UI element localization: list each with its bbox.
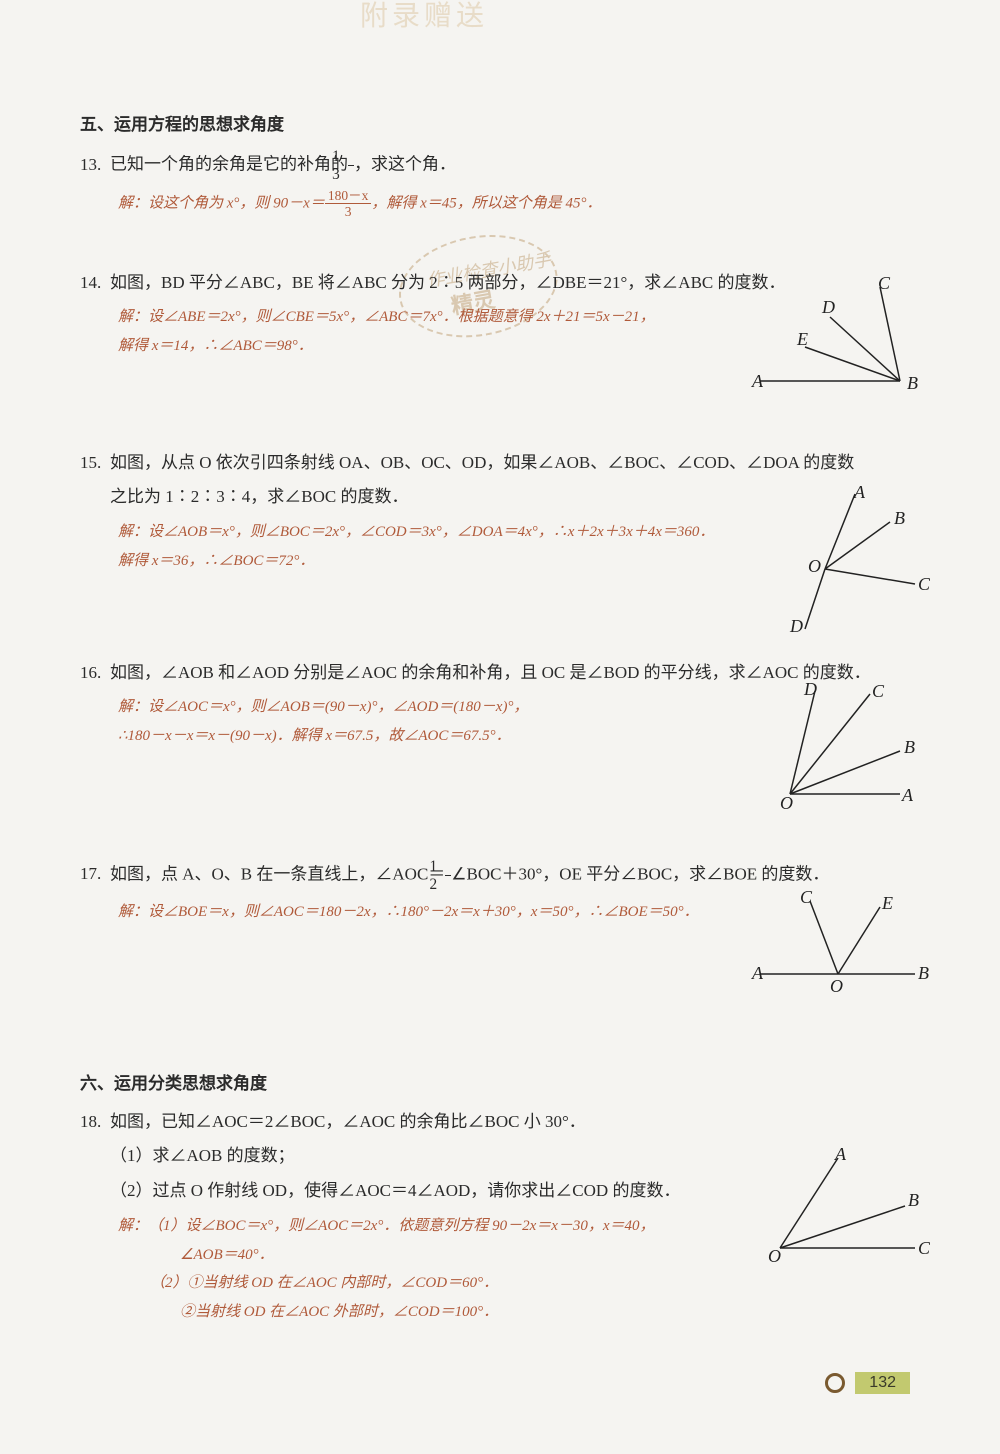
svg-text:E: E bbox=[796, 329, 808, 349]
svg-text:B: B bbox=[894, 508, 905, 528]
svg-text:O: O bbox=[768, 1246, 781, 1266]
worksheet-page: 附录赠送 五、运用方程的思想求角度 13.已知一个角的余角是它的补角的13，求这… bbox=[0, 0, 1000, 1416]
question-text: 13.已知一个角的余角是它的补角的13，求这个角． bbox=[80, 149, 930, 183]
svg-text:B: B bbox=[908, 1190, 919, 1210]
question-text: 15.如图，从点 O 依次引四条射线 OA、OB、OC、OD，如果∠AOB、∠B… bbox=[80, 449, 930, 478]
diagram-17: A B O C E bbox=[750, 889, 930, 999]
svg-text:A: A bbox=[751, 371, 764, 391]
svg-text:O: O bbox=[780, 793, 793, 809]
svg-text:D: D bbox=[789, 616, 803, 634]
question-number: 17. bbox=[80, 860, 110, 889]
svg-text:A: A bbox=[751, 963, 764, 983]
svg-text:O: O bbox=[830, 976, 843, 996]
section-6-heading: 六、运用分类思想求角度 bbox=[80, 1069, 930, 1094]
svg-text:A: A bbox=[853, 484, 866, 502]
question-number: 16. bbox=[80, 659, 110, 688]
problem-13: 13.已知一个角的余角是它的补角的13，求这个角． 解：设这个角为 x°，则 9… bbox=[80, 149, 930, 219]
question-number: 18. bbox=[80, 1108, 110, 1137]
answer-text: 解：设这个角为 x°，则 90－x＝180－x3，解得 x＝45，所以这个角是 … bbox=[80, 189, 930, 219]
svg-text:D: D bbox=[821, 297, 835, 317]
svg-text:C: C bbox=[800, 889, 813, 907]
svg-text:D: D bbox=[803, 679, 817, 699]
diagram-15: O A B C D bbox=[770, 484, 930, 634]
page-number: 132 bbox=[855, 1372, 910, 1394]
problem-18: 18.如图，已知∠AOC＝2∠BOC，∠AOC 的余角比∠BOC 小 30°． … bbox=[80, 1108, 930, 1327]
problem-17: 17.如图，点 A、O、B 在一条直线上，∠AOC＝12∠BOC＋30°，OE … bbox=[80, 859, 930, 1009]
svg-text:O: O bbox=[808, 556, 821, 576]
question-number: 14. bbox=[80, 269, 110, 298]
svg-text:B: B bbox=[918, 963, 929, 983]
question-text: 18.如图，已知∠AOC＝2∠BOC，∠AOC 的余角比∠BOC 小 30°． bbox=[80, 1108, 930, 1137]
answer-text: ②当射线 OD 在∠AOC 外部时，∠COD＝100°． bbox=[80, 1298, 930, 1327]
faint-header-watermark: 附录赠送 bbox=[360, 0, 488, 34]
svg-text:C: C bbox=[872, 681, 885, 701]
svg-text:B: B bbox=[907, 373, 918, 393]
svg-text:C: C bbox=[878, 277, 891, 293]
diagram-16: O A B C D bbox=[760, 679, 920, 809]
problem-14: 14.如图，BD 平分∠ABC，BE 将∠ABC 分为 2∶5 两部分，∠DBE… bbox=[80, 269, 930, 399]
svg-text:C: C bbox=[918, 1238, 930, 1258]
svg-text:B: B bbox=[904, 737, 915, 757]
diagram-18: O C B A bbox=[760, 1148, 930, 1268]
page-footer: 132 bbox=[825, 1372, 910, 1394]
svg-text:A: A bbox=[834, 1148, 847, 1164]
svg-text:C: C bbox=[918, 574, 930, 594]
answer-text: （2）①当射线 OD 在∠AOC 内部时，∠COD＝60°． bbox=[80, 1269, 930, 1298]
svg-text:A: A bbox=[901, 785, 914, 805]
question-number: 15. bbox=[80, 449, 110, 478]
problem-16: 16.如图，∠AOB 和∠AOD 分别是∠AOC 的余角和补角，且 OC 是∠B… bbox=[80, 659, 930, 809]
ring-icon bbox=[825, 1373, 845, 1393]
question-text: 17.如图，点 A、O、B 在一条直线上，∠AOC＝12∠BOC＋30°，OE … bbox=[80, 859, 930, 893]
diagram-14: A B E D C bbox=[750, 277, 940, 397]
section-5-heading: 五、运用方程的思想求角度 bbox=[80, 110, 930, 135]
question-number: 13. bbox=[80, 151, 110, 180]
svg-text:E: E bbox=[881, 893, 893, 913]
problem-15: 15.如图，从点 O 依次引四条射线 OA、OB、OC、OD，如果∠AOB、∠B… bbox=[80, 449, 930, 609]
